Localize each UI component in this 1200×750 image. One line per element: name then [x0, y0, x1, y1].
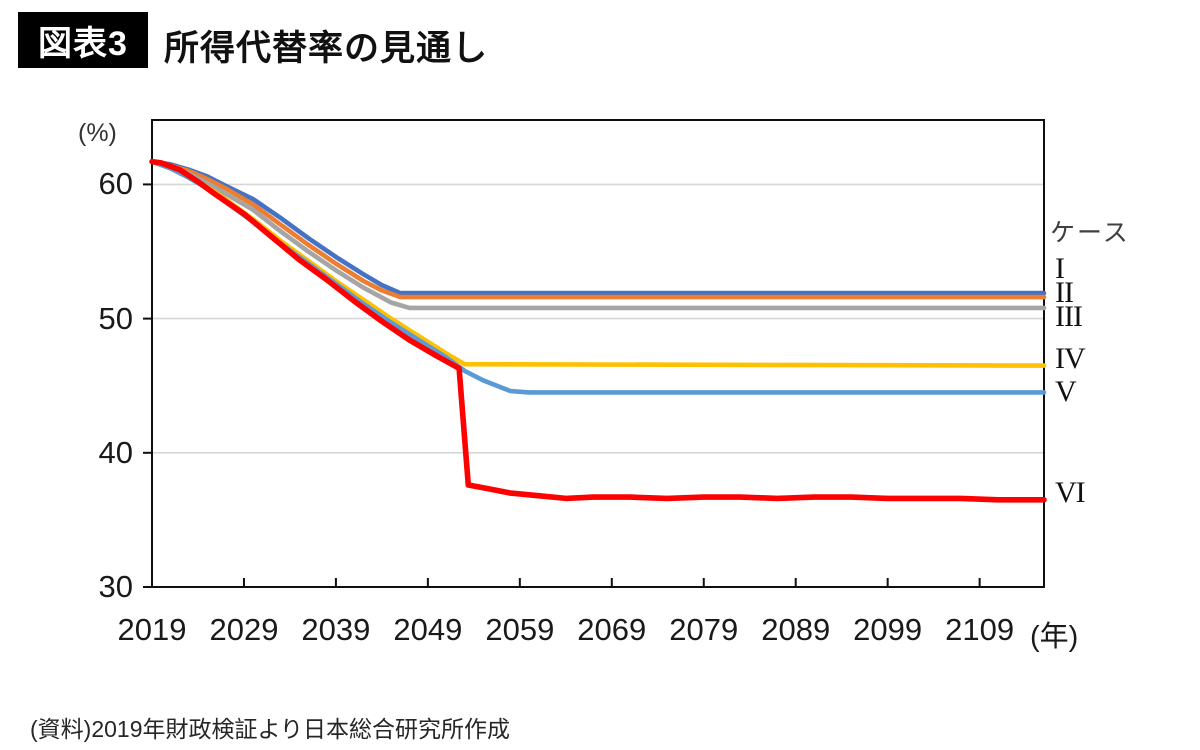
legend-title: ケース [1050, 219, 1130, 247]
legend-item-case-v: V [1055, 375, 1077, 408]
legend-item-case-ii: II [1055, 276, 1074, 309]
x-tick-label: 2029 [209, 612, 279, 647]
legend-item-case-iii: III [1055, 300, 1083, 333]
x-axis-unit-label: (年) [1030, 621, 1079, 653]
legend-item-case-i: I [1055, 252, 1065, 285]
x-tick-label: 2039 [301, 612, 371, 647]
y-tick-label: 50 [98, 300, 133, 336]
y-axis-unit-label: (%) [78, 119, 117, 147]
x-tick-label: 2069 [577, 612, 647, 647]
series-line-case-iv [149, 159, 1047, 368]
series-line-case-vi [149, 158, 1047, 503]
series-line-case-iii [149, 159, 1047, 311]
y-tick-label: 30 [98, 569, 133, 604]
x-tick-label: 2019 [117, 612, 187, 647]
y-tick-label: 60 [98, 166, 133, 202]
x-tick-label: 2099 [853, 612, 923, 647]
x-tick-label: 2049 [393, 612, 463, 647]
x-tick-label: 2059 [485, 612, 555, 647]
x-tick-label: 2089 [761, 612, 831, 647]
figure-title: 所得代替率の見通し [164, 29, 489, 68]
legend-item-case-iv: IV [1055, 342, 1086, 375]
x-tick-label: 2109 [945, 612, 1015, 647]
legend-item-case-vi: VI [1055, 476, 1086, 509]
series-line-case-ii [149, 159, 1047, 300]
figure-number-badge: 図表3 [18, 12, 148, 68]
y-tick-label: 40 [98, 434, 133, 470]
source-note: (資料)2019年財政検証より日本総合研究所作成 [30, 716, 511, 742]
x-tick-label: 2079 [669, 612, 739, 647]
series-line-case-v [149, 159, 1047, 395]
plot-border [151, 119, 1045, 588]
